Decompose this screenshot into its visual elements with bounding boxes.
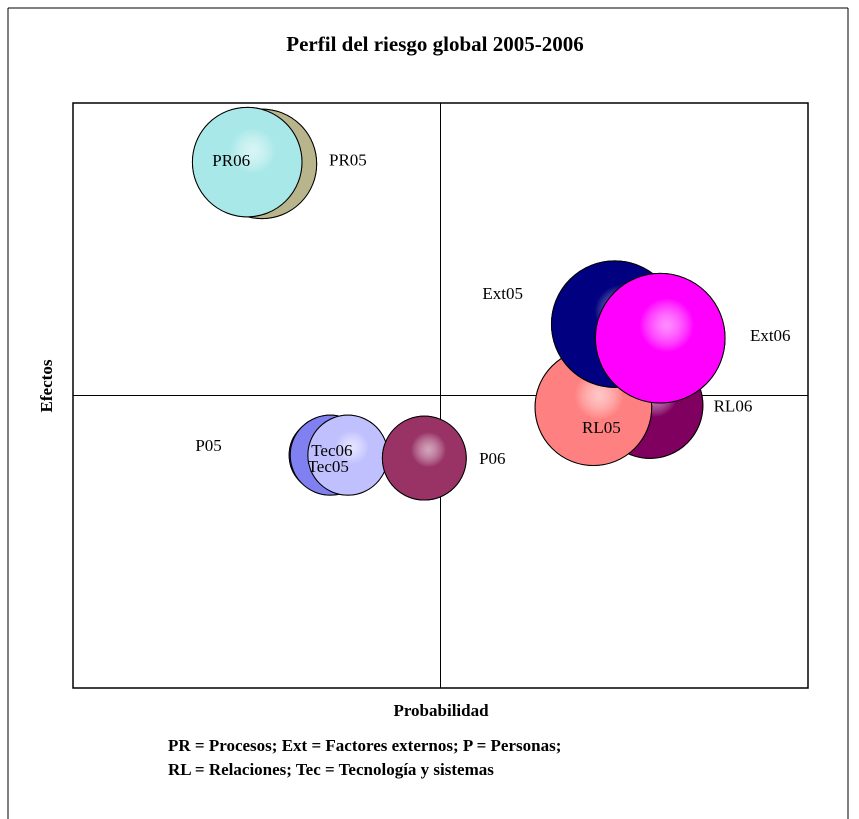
- x-axis-label: Probabilidad: [393, 701, 489, 720]
- note: PR = Procesos; Ext = Factores externos; …: [168, 736, 561, 755]
- bubble-shade: [594, 272, 726, 404]
- point-label: RL05: [582, 418, 621, 437]
- point-label: P05: [195, 436, 221, 455]
- chart-title: Perfil del riesgo global 2005-2006: [286, 32, 583, 56]
- point-label: PR06: [212, 151, 250, 170]
- point-label: Ext06: [750, 326, 791, 345]
- point-label: PR05: [329, 151, 367, 170]
- point-label: Ext05: [482, 284, 523, 303]
- bubble-shade: [381, 415, 467, 501]
- y-axis-label: Efectos: [37, 359, 56, 412]
- point-label: Tec06: [311, 441, 352, 460]
- point-label: P06: [479, 449, 505, 468]
- point-label: Tec05: [308, 457, 349, 476]
- bubble-shade: [191, 106, 303, 218]
- note: RL = Relaciones; Tec = Tecnología y sist…: [168, 760, 494, 779]
- point-label: RL06: [714, 396, 753, 415]
